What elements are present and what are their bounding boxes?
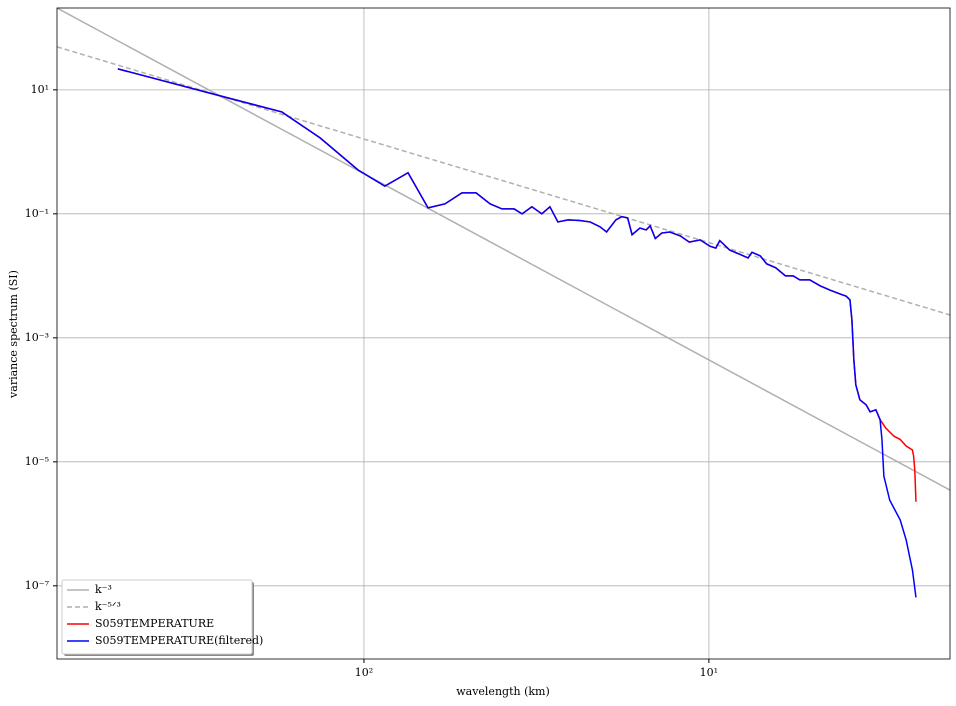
- series-line: [117, 68, 917, 598]
- y-tick-label: 10⁻¹: [25, 207, 49, 220]
- x-tick-label: 10²: [355, 666, 373, 679]
- y-tick-label: 10⁻⁷: [25, 579, 50, 592]
- x-tick-label: 10¹: [700, 666, 718, 679]
- y-tick-label: 10⁻³: [25, 331, 49, 344]
- legend-label: S059TEMPERATURE(filtered): [95, 634, 263, 647]
- x-axis-label: wavelength (km): [456, 685, 550, 698]
- legend: k⁻³ k⁻⁵ᐟ³ S059TEMPERATURE S059TEMPERATURE(f…: [61, 579, 263, 656]
- series-line: [57, 8, 950, 491]
- legend-frame: [61, 579, 253, 655]
- y-axis-label: variance spectrum (SI): [7, 270, 20, 399]
- plot-frame: [56, 7, 951, 660]
- y-tick-label: 10¹: [31, 83, 49, 96]
- y-tick-label: 10⁻⁵: [25, 455, 49, 468]
- legend-label: k⁻³: [95, 583, 112, 596]
- legend-label: S059TEMPERATURE: [95, 617, 214, 630]
- legend-label: k⁻⁵ᐟ³: [95, 600, 121, 613]
